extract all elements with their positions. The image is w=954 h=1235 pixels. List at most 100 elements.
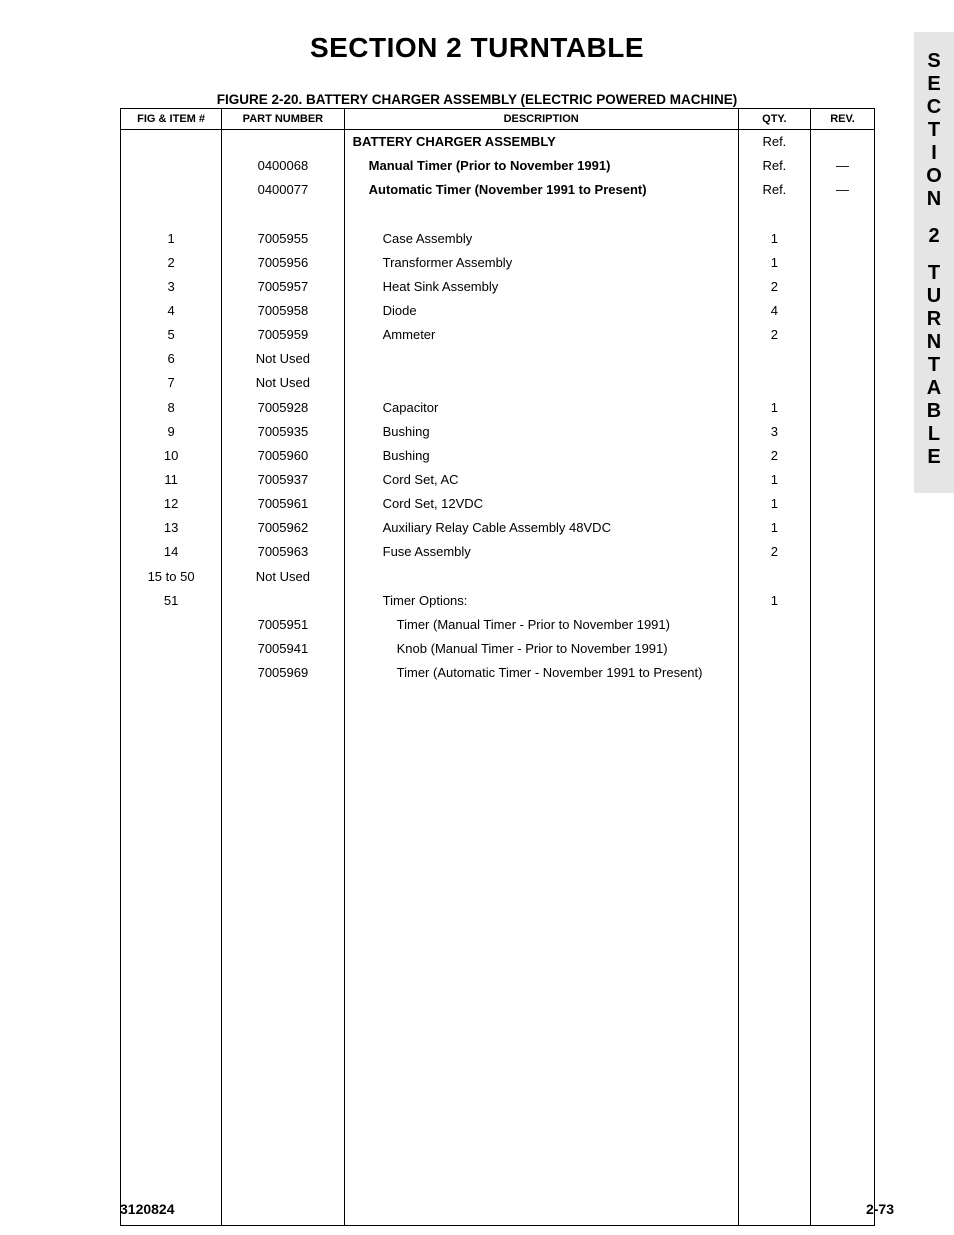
- cell-rev: [811, 275, 875, 299]
- cell-rev: [811, 492, 875, 516]
- cell-desc: Case Assembly: [344, 227, 738, 251]
- table-row: 127005961Cord Set, 12VDC1: [121, 492, 875, 516]
- table-row: 7Not Used: [121, 371, 875, 395]
- cell-qty: Ref.: [738, 154, 810, 178]
- footer-right: 2-73: [866, 1201, 894, 1217]
- cell-rev: [811, 613, 875, 637]
- cell-part: 0400068: [222, 154, 344, 178]
- side-tab-char: A: [914, 377, 954, 400]
- cell-fig: 11: [121, 468, 222, 492]
- cell-desc: Cord Set, AC: [344, 468, 738, 492]
- table-row: 87005928Capacitor1: [121, 396, 875, 420]
- cell-fig: [121, 202, 222, 226]
- cell-qty: Ref.: [738, 178, 810, 202]
- cell-fig: [121, 637, 222, 661]
- section-title: SECTION 2 TURNTABLE: [40, 32, 914, 64]
- cell-desc: Bushing: [344, 444, 738, 468]
- cell-part: 7005935: [222, 420, 344, 444]
- cell-part: 7005956: [222, 251, 344, 275]
- parts-table-body: BATTERY CHARGER ASSEMBLYRef.0400068Manua…: [121, 130, 875, 1226]
- cell-part: 7005961: [222, 492, 344, 516]
- cell-qty: [738, 202, 810, 226]
- cell-part: Not Used: [222, 347, 344, 371]
- cell-desc: Cord Set, 12VDC: [344, 492, 738, 516]
- col-header-desc: DESCRIPTION: [344, 109, 738, 130]
- cell-qty: 2: [738, 444, 810, 468]
- cell-qty: 1: [738, 396, 810, 420]
- cell-desc: Timer Options:: [344, 589, 738, 613]
- cell-qty: [738, 637, 810, 661]
- page-footer: 3120824 2-73: [120, 1201, 894, 1217]
- cell-fig: [121, 154, 222, 178]
- table-row: 107005960Bushing2: [121, 444, 875, 468]
- table-row: 6Not Used: [121, 347, 875, 371]
- cell-part: 7005941: [222, 637, 344, 661]
- cell-desc: Manual Timer (Prior to November 1991): [344, 154, 738, 178]
- cell-part: 7005957: [222, 275, 344, 299]
- cell-rev: [811, 130, 875, 155]
- cell-qty: 2: [738, 323, 810, 347]
- table-row: BATTERY CHARGER ASSEMBLYRef.: [121, 130, 875, 155]
- cell-desc: BATTERY CHARGER ASSEMBLY: [344, 130, 738, 155]
- cell-fig: 12: [121, 492, 222, 516]
- cell-fig: 3: [121, 275, 222, 299]
- cell-desc: Auxiliary Relay Cable Assembly 48VDC: [344, 516, 738, 540]
- cell-part: 7005962: [222, 516, 344, 540]
- cell-fig: [121, 661, 222, 685]
- table-row: 51Timer Options:1: [121, 589, 875, 613]
- side-tab-char: [914, 211, 954, 225]
- cell-qty: 2: [738, 275, 810, 299]
- table-row: 97005935Bushing3: [121, 420, 875, 444]
- cell-rev: [811, 227, 875, 251]
- cell-part: 7005960: [222, 444, 344, 468]
- cell-rev: [811, 661, 875, 685]
- cell-part: [222, 202, 344, 226]
- side-tab-char: T: [914, 354, 954, 377]
- cell-fig: [121, 130, 222, 155]
- cell-fig: 15 to 50: [121, 565, 222, 589]
- cell-qty: 3: [738, 420, 810, 444]
- cell-part: 7005951: [222, 613, 344, 637]
- table-row: 0400077Automatic Timer (November 1991 to…: [121, 178, 875, 202]
- table-row: 47005958Diode4: [121, 299, 875, 323]
- cell-qty: 1: [738, 516, 810, 540]
- cell-fig: 6: [121, 347, 222, 371]
- cell-qty: 1: [738, 468, 810, 492]
- side-tab: SECTION2TURNTABLE: [914, 32, 954, 493]
- side-tab-char: 2: [914, 225, 954, 248]
- side-tab-char: E: [914, 446, 954, 469]
- cell-desc: Transformer Assembly: [344, 251, 738, 275]
- cell-fig: 1: [121, 227, 222, 251]
- cell-desc: Diode: [344, 299, 738, 323]
- cell-fig: 14: [121, 540, 222, 564]
- table-row: 57005959Ammeter2: [121, 323, 875, 347]
- side-tab-char: N: [914, 188, 954, 211]
- table-row: 147005963Fuse Assembly2: [121, 540, 875, 564]
- cell-part: 7005959: [222, 323, 344, 347]
- cell-qty: [738, 347, 810, 371]
- cell-rev: [811, 589, 875, 613]
- side-tab-char: C: [914, 96, 954, 119]
- cell-rev: —: [811, 154, 875, 178]
- col-header-rev: REV.: [811, 109, 875, 130]
- cell-qty: 4: [738, 299, 810, 323]
- cell-fig: 7: [121, 371, 222, 395]
- cell-desc: Fuse Assembly: [344, 540, 738, 564]
- cell-fig: 2: [121, 251, 222, 275]
- cell-rev: [811, 444, 875, 468]
- cell-rev: [811, 540, 875, 564]
- cell-qty: [738, 371, 810, 395]
- cell-qty: [738, 661, 810, 685]
- cell-rev: [811, 637, 875, 661]
- table-filler-row: [121, 685, 875, 1225]
- table-row: 7005969Timer (Automatic Timer - November…: [121, 661, 875, 685]
- cell-fig: 9: [121, 420, 222, 444]
- side-tab-char: U: [914, 285, 954, 308]
- cell-desc: [344, 202, 738, 226]
- cell-fig: 5: [121, 323, 222, 347]
- table-row: 0400068Manual Timer (Prior to November 1…: [121, 154, 875, 178]
- table-row: 15 to 50Not Used: [121, 565, 875, 589]
- cell-fig: [121, 178, 222, 202]
- cell-qty: 1: [738, 251, 810, 275]
- cell-rev: [811, 371, 875, 395]
